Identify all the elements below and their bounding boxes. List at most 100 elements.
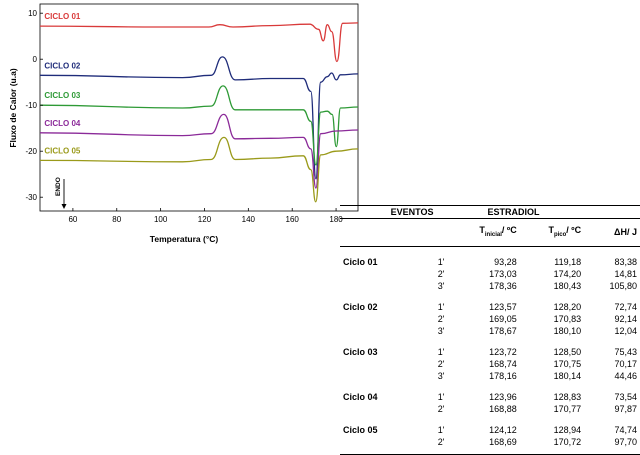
event-number: 1' [437,391,445,402]
t-inicial-value: 168,74 [489,358,517,369]
series-line-3 [39,85,359,166]
cycle-label [340,313,408,325]
col-delta-h: ΔH/ J [584,218,640,247]
cycle-label: Ciclo 04 [343,391,378,402]
x-tick-label: 100 [154,215,168,224]
x-axis-label: Temperatura (°C) [150,234,219,244]
table-row: Ciclo 03 1' 123,72 128,50 75,43 [340,346,640,358]
delta-h-value: 97,87 [614,403,637,414]
table-row: Ciclo 04 1' 123,96 128,83 73,54 [340,391,640,403]
t-inicial-value: 124,12 [489,424,517,435]
table-spacer [340,337,640,346]
event-number: 2' [437,436,445,447]
t-pico-value: 180,10 [553,325,582,336]
endo-label: ENDO [55,177,62,196]
x-tick-label: 120 [198,215,212,224]
cycle-label [340,370,408,382]
table-header-row: EVENTOS ESTRADIOL [340,205,640,219]
t-pico-value: 170,83 [553,313,582,324]
y-tick-label: -30 [25,193,37,202]
table-row: Ciclo 02 1' 123,57 128,20 72,74 [340,301,640,313]
series-label-2: CICLO 02 [44,61,81,70]
y-tick-label: -20 [25,147,37,156]
header-estradiol: ESTRADIOL [447,205,640,219]
delta-h-value: 92,14 [614,313,637,324]
event-number: 2' [437,268,445,279]
t-pico-value: 170,72 [553,436,582,447]
t-inicial-value: 168,69 [489,436,517,447]
col-tpico: Tpico/ ºC [519,218,585,247]
series-line-5 [39,136,359,203]
series-layer [39,22,359,203]
event-number: 2' [437,313,445,324]
event-number: 1' [437,256,445,267]
plot-frame [39,3,359,212]
header-events: EVENTOS [340,205,448,219]
t-pico-value: 170,75 [553,358,582,369]
endo-arrow-head [61,204,67,209]
cycle-label: Ciclo 02 [343,301,378,312]
series-label-3: CICLO 03 [44,91,81,100]
x-tick-label: 80 [112,215,121,224]
event-number: 3' [437,370,445,381]
t-inicial-value: 169,05 [489,313,517,324]
table-spacer [340,382,640,391]
col-tinicial: Tinicial/ ºC [447,218,520,247]
t-pico-value: 119,18 [554,256,582,267]
cycle-label [340,403,408,415]
x-tick-label: 140 [242,215,256,224]
dsc-results-table: EVENTOS ESTRADIOL Tinicial/ ºC Tpico/ ºC… [340,205,640,455]
table-row: 3' 178,36 180,43 105,80 [340,280,640,292]
t-pico-value: 170,77 [553,403,582,414]
delta-h-value: 97,70 [614,436,637,447]
delta-h-value: 105,80 [609,280,637,291]
series-labels: CICLO 01 CICLO 02 CICLO 03 CICLO 04 CICLO 05 [44,12,81,155]
x-tick-label: 60 [68,215,77,224]
delta-h-value: 75,43 [614,346,637,357]
table-spacer [340,415,640,424]
table-row: 2' 168,69 170,72 97,70 [340,436,640,448]
y-axis-label: Fluxo de Calor (u.a) [8,68,18,148]
table-row: Ciclo 05 1' 124,12 128,94 74,74 [340,424,640,436]
delta-h-value: 83,38 [614,256,637,267]
x-tick-label: 180 [329,215,343,224]
endo-annotation: ENDO [55,177,67,209]
delta-h-value: 74,74 [614,424,637,435]
table-row: 2' 169,05 170,83 92,14 [340,313,640,325]
delta-h-value: 73,54 [614,391,637,402]
table-row: 2' 168,88 170,77 97,87 [340,403,640,415]
cycle-label: Ciclo 03 [343,346,378,357]
event-number: 3' [437,280,445,291]
delta-h-value: 44,46 [614,370,637,381]
delta-h-value: 72,74 [614,301,637,312]
t-inicial-value: 123,72 [489,346,517,357]
t-inicial-value: 168,88 [489,403,517,414]
series-line-4 [39,113,359,189]
cycle-label: Ciclo 01 [343,256,378,267]
t-inicial-value: 178,16 [489,370,517,381]
table-row: 3' 178,16 180,14 44,46 [340,370,640,382]
t-pico-value: 180,14 [553,370,582,381]
series-line-2 [39,56,359,180]
event-number: 2' [437,358,445,369]
table-bottom-rule [340,447,640,455]
y-tick-label: 0 [33,55,38,64]
x-axis-ticks: 60 80 100 120 140 160 180 [68,208,343,224]
series-label-5: CICLO 05 [44,146,81,155]
t-inicial-value: 93,28 [494,256,517,267]
dsc-chart: 100-10-20-30 60 80 100 120 140 160 180 CICLO 0… [8,3,359,244]
table-spacer [340,246,640,256]
series-label-4: CICLO 04 [44,119,81,128]
table-body: Ciclo 01 1' 93,28 119,18 83,38 2' 173,03 174,20… [340,246,640,455]
event-number: 1' [437,346,445,357]
t-inicial-value: 123,96 [489,391,517,402]
event-number: 1' [437,301,445,312]
cycle-label [340,436,408,448]
table-subheader-row: Tinicial/ ºC Tpico/ ºC ΔH/ J [340,218,640,247]
t-inicial-value: 173,03 [489,268,517,279]
delta-h-value: 70,17 [614,358,637,369]
y-axis-ticks: 10 0 -10 -20 -30 [25,9,43,202]
t-pico-value: 180,43 [553,280,582,291]
t-pico-value: 128,94 [553,424,582,435]
t-pico-value: 128,50 [553,346,582,357]
